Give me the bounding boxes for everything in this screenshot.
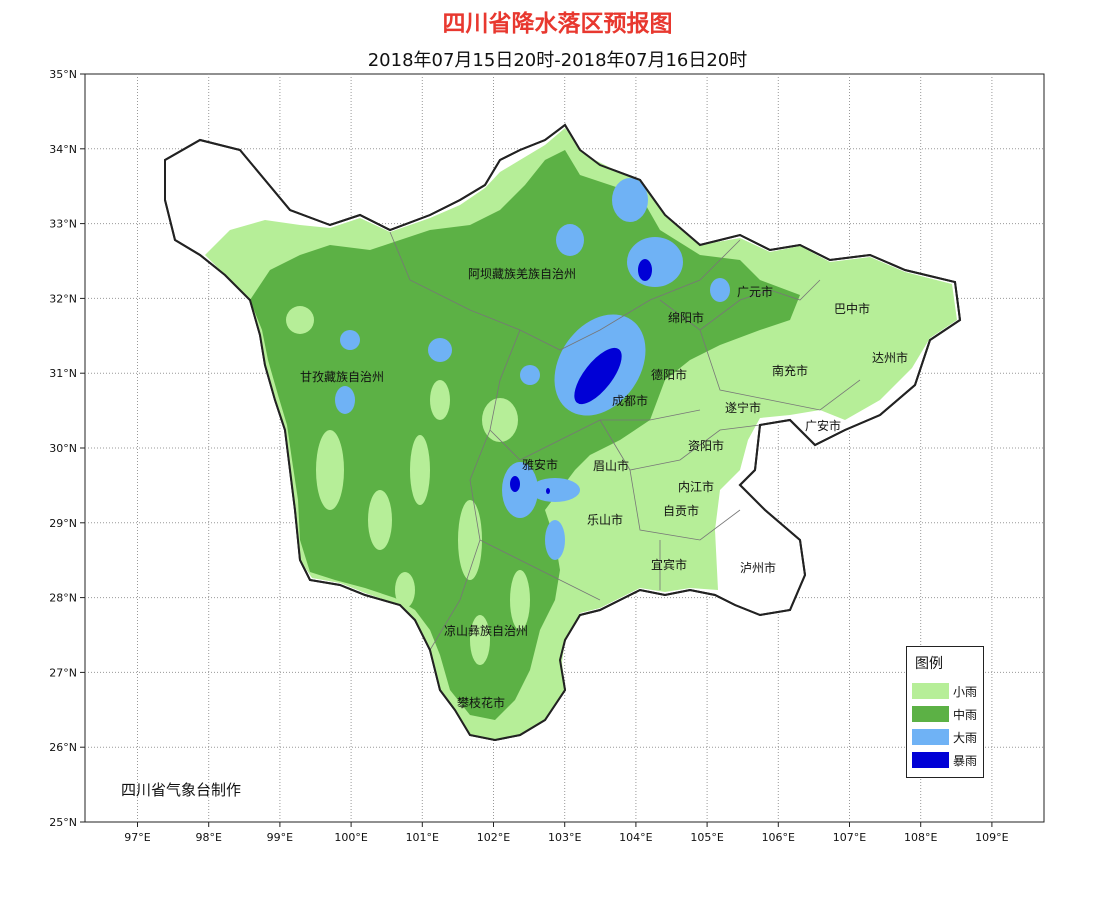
legend-swatch-heavy [912, 729, 949, 745]
legend-swatch-light [912, 683, 949, 699]
legend-swatch-storm [912, 752, 949, 768]
y-tick-label: 26°N [49, 741, 77, 754]
city-label-liangshan: 凉山彝族自治州 [444, 623, 528, 638]
city-label-yibin: 宜宾市 [651, 557, 687, 572]
city-label-aba: 阿坝藏族羌族自治州 [468, 267, 576, 281]
rain-storm-area [510, 259, 652, 494]
legend-label-heavy: 大雨 [953, 731, 978, 745]
map-subtitle: 2018年07月15日20时-2018年07月16日20时 [367, 50, 748, 71]
city-label-deyang: 德阳市 [651, 367, 687, 382]
y-tick-label: 27°N [49, 666, 77, 679]
y-tick-label: 35°N [49, 68, 77, 81]
city-label-luzhou: 泸州市 [740, 560, 776, 575]
legend-swatch-moderate [912, 706, 949, 722]
y-tick-label: 25°N [49, 816, 77, 829]
y-tick-label: 34°N [49, 143, 77, 156]
city-label-bazhong: 巴中市 [834, 301, 870, 316]
city-label-guangan: 广安市 [805, 418, 841, 433]
city-label-meishan: 眉山市 [593, 458, 629, 473]
city-label-ziyang: 资阳市 [688, 438, 724, 453]
legend: 图例 小雨 中雨 大雨 暴雨 [906, 646, 984, 778]
prefecture-boundaries [389, 231, 861, 651]
longitude-labels: 97°E 98°E 99°E 100°E 101°E 102°E 103°E 104°E 105… [124, 831, 1008, 844]
y-tick-label: 32°N [49, 292, 77, 305]
city-label-dazhou: 达州市 [872, 350, 908, 365]
city-label-ganzi: 甘孜藏族自治州 [300, 370, 384, 384]
city-label-zigong: 自贡市 [663, 503, 699, 518]
province-border [164, 123, 962, 742]
x-tick-label: 102°E [477, 831, 510, 844]
y-tick-label: 30°N [49, 442, 77, 455]
legend-label-light: 小雨 [953, 685, 978, 699]
legend-item-heavy: 大雨 [912, 727, 980, 745]
legend-title: 图例 [915, 656, 943, 672]
city-label-chengdu: 成都市 [612, 393, 648, 408]
x-tick-label: 97°E [124, 831, 150, 844]
city-label-panzhihua: 攀枝花市 [457, 695, 505, 710]
x-tick-label: 101°E [406, 831, 439, 844]
x-tick-label: 103°E [548, 831, 581, 844]
y-tick-label: 31°N [49, 367, 77, 380]
map-title: 四川省降水落区预报图 [442, 11, 673, 37]
legend-item-light: 小雨 [912, 681, 980, 699]
city-label-leshan: 乐山市 [587, 512, 623, 527]
x-tick-label: 99°E [267, 831, 293, 844]
city-label-neijiang: 内江市 [678, 479, 714, 494]
legend-label-moderate: 中雨 [953, 708, 978, 722]
city-label-yaan: 雅安市 [522, 457, 558, 472]
city-label-suining: 遂宁市 [725, 400, 761, 415]
latitude-labels: 35°N 34°N 33°N 32°N 31°N 30°N 29°N 28°N 27°N 26°N… [49, 68, 77, 829]
legend-item-moderate: 中雨 [912, 704, 980, 722]
x-tick-label: 104°E [619, 831, 652, 844]
city-label-nanchong: 南充市 [772, 363, 808, 378]
x-tick-label: 98°E [195, 831, 221, 844]
x-tick-label: 106°E [762, 831, 795, 844]
city-label-mianyang: 绵阳市 [668, 310, 704, 325]
x-tick-label: 105°E [690, 831, 723, 844]
x-tick-label: 109°E [975, 831, 1008, 844]
y-tick-label: 29°N [49, 517, 77, 530]
x-tick-label: 100°E [334, 831, 367, 844]
rain-moderate-area [250, 150, 800, 720]
x-tick-label: 107°E [833, 831, 866, 844]
legend-item-storm: 暴雨 [912, 750, 980, 768]
rain-light-patches [286, 306, 530, 665]
legend-label-storm: 暴雨 [953, 754, 978, 768]
y-tick-label: 28°N [49, 592, 77, 605]
city-label-guangyuan: 广元市 [737, 284, 773, 299]
x-tick-label: 108°E [904, 831, 937, 844]
y-tick-label: 33°N [49, 218, 77, 231]
credit-text: 四川省气象台制作 [121, 781, 242, 799]
